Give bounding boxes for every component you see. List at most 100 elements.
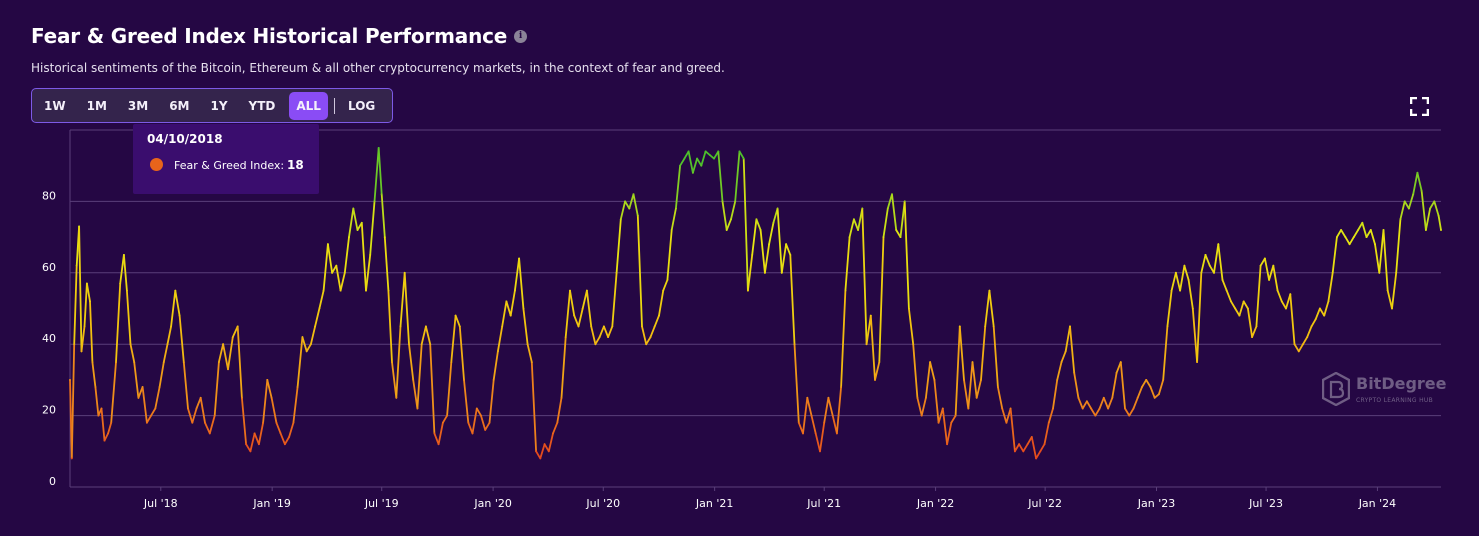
range-button-ytd[interactable]: YTD [248,98,276,113]
data-point-177 [793,343,796,346]
series-segment [679,157,686,167]
data-point-166 [747,289,749,292]
series-segment [954,325,961,417]
bitdegree-logo-icon [1322,372,1350,406]
series-segment [1111,371,1118,399]
fullscreen-icon[interactable] [1410,97,1429,116]
data-point-70 [343,271,346,274]
series-segment [556,396,563,424]
x-tick-label-1: Jan '19 [252,497,290,510]
data-point-241 [1064,350,1067,353]
series-segment [369,200,376,256]
data-point-61 [305,350,308,353]
data-point-244 [1077,396,1080,399]
series-segment [1098,396,1105,410]
series-segment [641,325,648,346]
series-segment [129,343,136,364]
series-segment [1361,221,1368,239]
data-point-8 [89,300,91,303]
series-segment [607,325,614,339]
series-segment [150,407,157,417]
series-segment [780,243,787,274]
series-segment [94,386,100,417]
series-segment [1018,443,1025,453]
series-segment [1064,325,1071,353]
data-point-303 [1327,300,1330,303]
range-button-1m[interactable]: 1M [86,98,107,113]
series-segment [675,164,681,210]
series-segment [1302,336,1309,346]
series-segment [840,289,847,388]
series-segment [615,218,622,274]
data-point-211 [937,421,940,424]
page-subtitle: Historical sentiments of the Bitcoin, Et… [31,61,725,75]
series-segment [1217,243,1224,281]
data-point-104 [484,429,487,431]
series-segment [721,200,728,231]
data-point-269 [1183,264,1186,267]
data-point-54 [275,421,278,424]
range-button-6m[interactable]: 6M [169,98,190,113]
data-point-314 [1374,243,1376,246]
series-segment [1145,378,1152,388]
range-button-3m[interactable]: 3M [127,98,149,113]
series-segment [700,150,707,167]
data-point-85 [403,271,406,274]
data-point-41 [218,361,220,363]
series-segment [1001,407,1008,424]
data-point-261 [1149,386,1152,388]
data-point-287 [1259,264,1262,267]
series-segment [1357,221,1364,231]
data-point-52 [266,379,269,381]
series-segment [967,361,974,410]
data-point-313 [1369,229,1372,231]
data-point-150 [679,164,681,167]
data-point-178 [797,421,800,424]
range-button-all[interactable]: ALL [289,91,328,120]
data-point-88 [416,407,419,410]
data-point-134 [611,325,614,328]
series-segment [103,432,109,442]
series-segment [1056,361,1063,381]
data-point-329 [1437,214,1440,217]
series-segment [992,325,999,388]
series-segment [522,307,529,346]
data-point-252 [1111,396,1114,399]
data-point-180 [806,396,809,399]
series-segment [458,325,465,381]
series-segment [326,243,334,274]
data-point-92 [433,432,436,435]
data-point-147 [666,279,669,281]
series-segment [958,325,965,381]
range-button-1w[interactable]: 1W [44,98,66,113]
info-icon[interactable]: i [514,29,528,43]
range-button-1y[interactable]: 1Y [210,98,228,113]
series-segment [785,243,792,256]
data-point-318 [1391,307,1393,310]
data-point-239 [1056,379,1059,381]
series-segment [275,421,282,435]
data-point-232 [1026,443,1029,446]
data-point-137 [624,200,626,203]
series-segment [1102,396,1109,410]
series-segment [874,361,881,381]
series-segment [573,314,580,328]
log-scale-button[interactable]: LOG [347,98,376,113]
series-segment [1077,396,1084,410]
series-segment [687,150,694,174]
series-segment [262,378,269,424]
data-point-152 [687,150,690,153]
series-segment [1259,257,1266,267]
series-segment [208,414,216,435]
series-segment [891,193,898,231]
data-point-242 [1069,325,1071,328]
data-point-82 [391,361,393,363]
data-point-213 [946,443,948,446]
data-point-71 [348,236,350,239]
series-segment [1314,307,1321,321]
series-segment [577,307,584,328]
data-point-129 [590,325,593,328]
series-segment [484,421,491,431]
series-segment [1107,396,1114,410]
